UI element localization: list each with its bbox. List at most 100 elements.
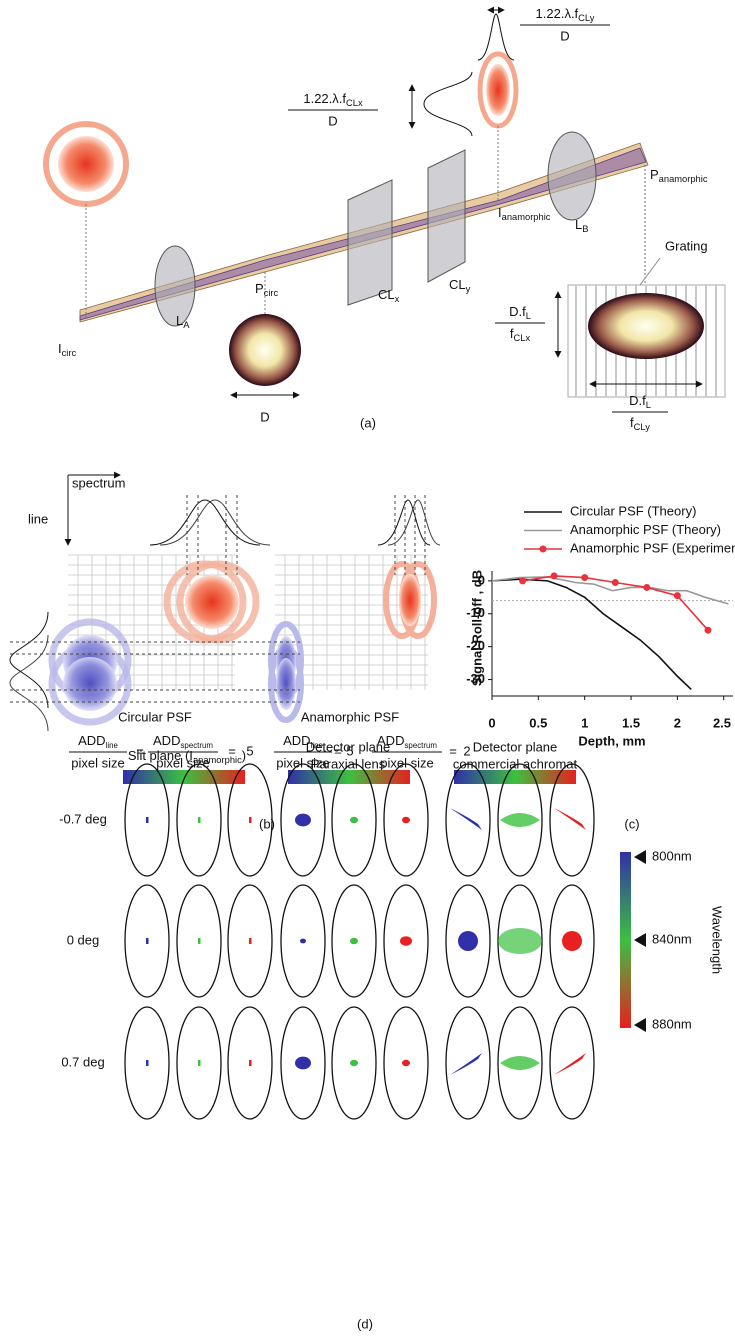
text-part: ADD bbox=[153, 733, 180, 748]
x-tick-label: 1.5 bbox=[622, 715, 640, 730]
label: CLy bbox=[449, 277, 471, 294]
legend-label: Anamorphic PSF (Experiment) bbox=[570, 540, 735, 555]
colorbar-tick-label: 800nm bbox=[652, 848, 692, 863]
text-part: circ bbox=[62, 348, 77, 358]
data-point bbox=[551, 572, 558, 579]
colorbar-tick-label: 880nm bbox=[652, 1016, 692, 1031]
colorbar-tick-label: 840nm bbox=[652, 931, 692, 946]
text-part: CLx bbox=[514, 333, 531, 343]
label: line bbox=[28, 511, 48, 526]
column-title: commercial achromat bbox=[453, 756, 578, 771]
label: Ianamorphic bbox=[498, 205, 551, 222]
label: CLx bbox=[378, 287, 400, 304]
label: (b) bbox=[259, 816, 275, 831]
spot bbox=[146, 1060, 149, 1066]
text-part: ) bbox=[242, 748, 246, 763]
text-part: CL bbox=[378, 287, 395, 302]
spot bbox=[198, 938, 201, 944]
text-part: line bbox=[106, 741, 119, 750]
label: Circular PSF bbox=[118, 709, 192, 724]
label: Pcirc bbox=[255, 281, 279, 298]
x-tick-label: 2 bbox=[674, 715, 681, 730]
text-part: L bbox=[575, 217, 582, 232]
x-tick-label: 2.5 bbox=[713, 715, 731, 730]
label: LB bbox=[575, 217, 588, 234]
spot bbox=[554, 808, 586, 830]
text-part: anamorphic bbox=[193, 755, 242, 765]
spot bbox=[498, 928, 542, 954]
fraction-denominator: fCLy bbox=[630, 415, 650, 432]
text-part: ADD bbox=[78, 733, 105, 748]
panel-b-spots bbox=[10, 475, 440, 731]
y-axis-label: Signal Roll-off , dB bbox=[469, 570, 484, 686]
legend-marker bbox=[540, 546, 547, 553]
panel-d-drawing bbox=[123, 764, 646, 1119]
row-label: 0 deg bbox=[67, 932, 100, 947]
data-point bbox=[704, 627, 711, 634]
label: Panamorphic bbox=[650, 167, 708, 184]
figure: 1.22.λ.fCLyD1.22.λ.fCLxDPanamorphicIanam… bbox=[0, 0, 735, 1339]
fraction-denominator: D bbox=[328, 113, 337, 128]
spot bbox=[554, 1053, 586, 1075]
spot bbox=[350, 817, 358, 823]
spot bbox=[402, 817, 410, 823]
fraction-denominator: fCLx bbox=[510, 326, 531, 343]
fraction-numerator: ADDline bbox=[78, 733, 118, 750]
label: (a) bbox=[360, 415, 376, 430]
spot bbox=[562, 931, 582, 951]
text-part: circ bbox=[264, 288, 279, 298]
text-part: 1.22.λ.f bbox=[303, 91, 346, 106]
legend-label: Circular PSF (Theory) bbox=[570, 503, 696, 518]
row-label: 0.7 deg bbox=[61, 1054, 104, 1069]
series-line bbox=[492, 579, 691, 689]
label: D bbox=[260, 409, 269, 424]
text-part: P bbox=[650, 167, 659, 182]
x-tick-label: 0.5 bbox=[529, 715, 547, 730]
spot bbox=[400, 936, 412, 946]
page: 1.22.λ.fCLyD1.22.λ.fCLxDPanamorphicIanam… bbox=[0, 0, 735, 1339]
spot bbox=[295, 1057, 311, 1070]
label: spectrum bbox=[72, 475, 125, 490]
spot bbox=[146, 817, 149, 823]
text-part: x bbox=[395, 294, 400, 304]
label: Icirc bbox=[58, 341, 76, 358]
data-point bbox=[643, 584, 650, 591]
colorbar-title: Wavelength bbox=[710, 906, 725, 974]
spot bbox=[458, 931, 478, 951]
panel-label: (c) bbox=[624, 816, 639, 831]
data-point bbox=[612, 579, 619, 586]
spot bbox=[249, 938, 252, 944]
spot bbox=[249, 1060, 252, 1066]
text-part: Slit plane (I bbox=[128, 748, 193, 763]
column-title: Detector plane bbox=[306, 739, 391, 754]
panel-a-drawing bbox=[46, 10, 725, 397]
spot bbox=[198, 817, 201, 823]
text-part: CLy bbox=[634, 422, 651, 432]
x-axis-label: Depth, mm bbox=[578, 733, 645, 748]
text-part: 1.22.λ.f bbox=[536, 6, 579, 21]
fraction-denominator: pixel size bbox=[380, 755, 433, 770]
text-part: anamorphic bbox=[502, 212, 551, 222]
text-part: CLy bbox=[578, 13, 595, 23]
x-tick-label: 0 bbox=[488, 715, 495, 730]
spot bbox=[350, 938, 358, 944]
text-part: D.f bbox=[509, 304, 526, 319]
fraction-denominator: pixel size bbox=[71, 755, 124, 770]
row-label: -0.7 deg bbox=[59, 811, 107, 826]
label: Grating bbox=[665, 238, 708, 253]
spot bbox=[300, 939, 306, 944]
spot bbox=[249, 817, 252, 823]
label: 5 bbox=[246, 743, 253, 758]
spot bbox=[450, 808, 482, 830]
data-point bbox=[519, 577, 526, 584]
x-tick-label: 1 bbox=[581, 715, 588, 730]
text-part: L bbox=[646, 400, 651, 410]
fraction-numerator: D.fL bbox=[509, 304, 531, 321]
label: Anamorphic PSF bbox=[301, 709, 399, 724]
text-part: B bbox=[582, 224, 588, 234]
text-part: y bbox=[466, 284, 471, 294]
text-part: CL bbox=[449, 277, 466, 292]
column-title: Paraxial lens bbox=[311, 756, 386, 771]
fraction-numerator: 1.22.λ.fCLy bbox=[536, 6, 595, 23]
text-part: L bbox=[176, 313, 183, 328]
